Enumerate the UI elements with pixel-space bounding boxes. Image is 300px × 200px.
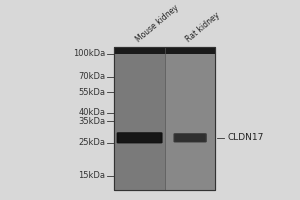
- Bar: [114, 47, 215, 190]
- Text: CLDN17: CLDN17: [227, 133, 264, 142]
- Bar: [165, 47, 215, 190]
- Bar: [114, 47, 215, 54]
- FancyBboxPatch shape: [117, 132, 163, 143]
- Text: 70kDa: 70kDa: [78, 72, 105, 81]
- FancyBboxPatch shape: [119, 133, 160, 142]
- Text: Mouse kidney: Mouse kidney: [134, 3, 180, 44]
- FancyBboxPatch shape: [173, 133, 207, 142]
- Bar: [114, 47, 165, 190]
- Text: 25kDa: 25kDa: [78, 138, 105, 147]
- Text: 55kDa: 55kDa: [78, 88, 105, 97]
- Text: Rat kidney: Rat kidney: [184, 11, 222, 44]
- Text: 35kDa: 35kDa: [78, 117, 105, 126]
- Text: 100kDa: 100kDa: [73, 49, 105, 58]
- FancyBboxPatch shape: [175, 134, 205, 142]
- Text: 15kDa: 15kDa: [78, 171, 105, 180]
- Bar: [114, 47, 215, 190]
- Text: 40kDa: 40kDa: [78, 108, 105, 117]
